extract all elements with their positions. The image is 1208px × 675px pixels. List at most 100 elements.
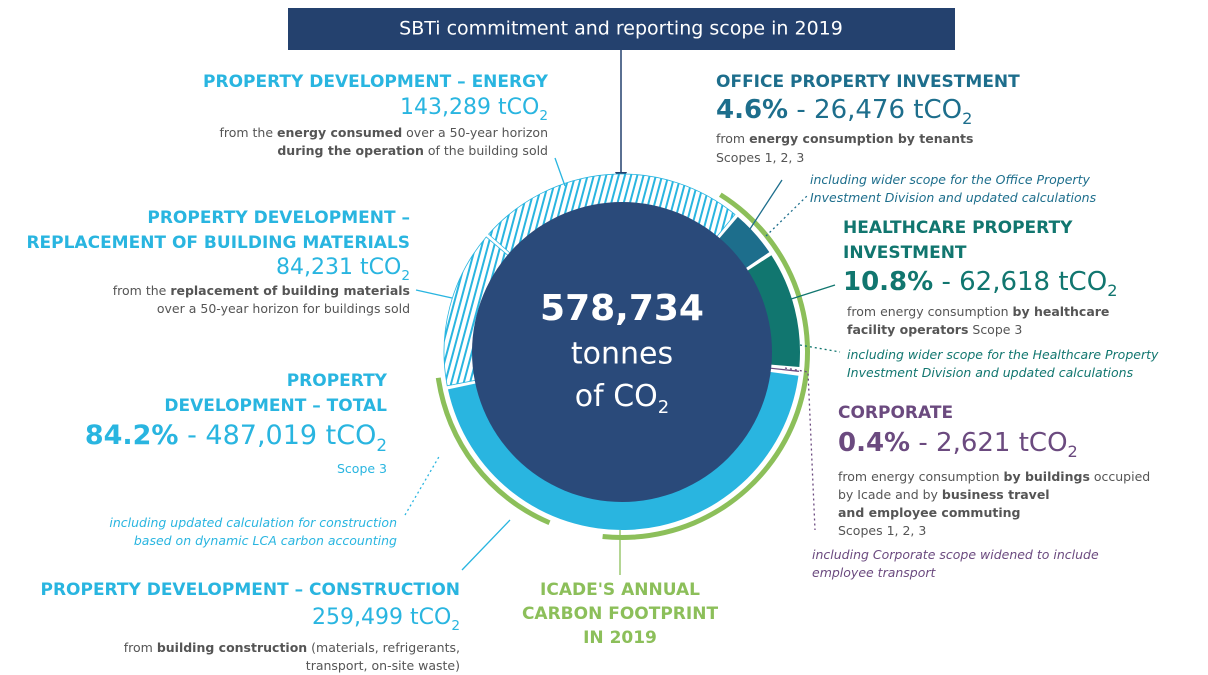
- leader-line: [766, 195, 808, 236]
- text-part: ICADE'S ANNUAL: [540, 580, 700, 600]
- text-line: from energy consumption by healthcare: [847, 304, 1109, 319]
- text-part: PROPERTY DEVELOPMENT –: [147, 208, 410, 228]
- text-line: Scopes 1, 2, 3: [838, 523, 926, 538]
- text-line: HEALTHCARE PROPERTY: [843, 218, 1073, 238]
- text-part: replacement of building materials: [170, 283, 410, 298]
- text-part: over a 50-year horizon for buildings sol…: [157, 301, 410, 316]
- text-line: and employee commuting: [838, 505, 1020, 520]
- text-line: CORPORATE: [838, 403, 953, 423]
- text-line: by Icade and by business travel: [838, 487, 1050, 502]
- text-part: from the: [113, 283, 171, 298]
- text-part: 2,621 tCO: [936, 428, 1068, 458]
- text-part: from: [716, 131, 749, 146]
- text-part: 26,476 tCO: [814, 95, 962, 125]
- text-line: REPLACEMENT OF BUILDING MATERIALS: [26, 233, 410, 253]
- text-line: 84.2% - 487,019 tCO2: [85, 420, 387, 456]
- text-part: PROPERTY DEVELOPMENT – CONSTRUCTION: [40, 580, 460, 600]
- subscript: 2: [658, 397, 669, 418]
- text-part: including Corporate scope widened to inc…: [812, 547, 1099, 562]
- text-part: -: [910, 428, 936, 458]
- text-line: OFFICE PROPERTY INVESTMENT: [716, 72, 1020, 92]
- text-line: from the energy consumed over a 50-year …: [219, 125, 548, 140]
- text-part: INVESTMENT: [843, 243, 967, 263]
- text-part: by healthcare: [1013, 304, 1110, 319]
- leader-line: [405, 455, 440, 515]
- text-part: CORPORATE: [838, 403, 953, 423]
- text-line: Investment Division and updated calculat…: [810, 190, 1097, 205]
- text-part: including updated calculation for constr…: [109, 515, 397, 530]
- text-part: 487,019 tCO: [205, 420, 376, 451]
- text-part: by buildings: [1004, 469, 1090, 484]
- text-part: IN 2019: [583, 628, 657, 648]
- leader-line: [416, 290, 452, 298]
- text-part: transport, on-site waste): [306, 658, 460, 673]
- subscript: 2: [1068, 442, 1078, 461]
- text-line: over a 50-year horizon for buildings sol…: [157, 301, 410, 316]
- subscript: 2: [451, 618, 460, 634]
- text-part: (materials, refrigerants,: [307, 640, 460, 655]
- text-line: 259,499 tCO2: [312, 605, 460, 634]
- text-part: occupied: [1090, 469, 1150, 484]
- text-part: 259,499 tCO: [312, 605, 451, 630]
- text-line: from the replacement of building materia…: [113, 283, 410, 298]
- text-part: PROPERTY: [287, 371, 388, 391]
- text-part: OFFICE PROPERTY INVESTMENT: [716, 72, 1020, 92]
- text-part: energy consumed: [277, 125, 402, 140]
- center-total: 578,734: [540, 288, 704, 329]
- text-line: from energy consumption by buildings occ…: [838, 469, 1150, 484]
- text-part: including wider scope for the Office Pro…: [810, 172, 1090, 187]
- banner: SBTi commitment and reporting scope in 2…: [399, 18, 843, 40]
- text-line: DEVELOPMENT – TOTAL: [164, 396, 387, 416]
- text-line: based on dynamic LCA carbon accounting: [134, 533, 397, 548]
- text-part: from: [124, 640, 157, 655]
- text-part: -: [933, 267, 959, 297]
- text-part: REPLACEMENT OF BUILDING MATERIALS: [26, 233, 410, 253]
- subscript: 2: [962, 109, 972, 128]
- text-part: energy consumption by tenants: [749, 131, 973, 146]
- text-part: -: [178, 420, 205, 451]
- text-part: 4.6%: [716, 95, 788, 125]
- text-part: by Icade and by: [838, 487, 942, 502]
- text-line: Scope 3: [337, 461, 387, 476]
- text-part: including wider scope for the Healthcare…: [847, 347, 1159, 362]
- text-part: and employee commuting: [838, 505, 1020, 520]
- text-line: 4.6% - 26,476 tCO2: [716, 95, 972, 129]
- center-unit-text: of CO: [575, 379, 658, 414]
- text-line: including updated calculation for constr…: [109, 515, 397, 530]
- text-part: CARBON FOOTPRINT: [522, 604, 718, 624]
- text-part: PROPERTY DEVELOPMENT – ENERGY: [203, 72, 549, 92]
- text-part: facility operators: [847, 322, 968, 337]
- donut-segment: [769, 368, 799, 372]
- text-part: Investment Division and updated calculat…: [810, 190, 1097, 205]
- text-part: building construction: [157, 640, 307, 655]
- center-unit: of CO2: [575, 379, 669, 418]
- text-line: PROPERTY DEVELOPMENT – ENERGY: [203, 72, 549, 92]
- text-line: 10.8% - 62,618 tCO2: [843, 267, 1117, 301]
- text-part: Scope 3: [337, 461, 387, 476]
- center-unit: tonnes: [571, 337, 673, 372]
- text-line: transport, on-site waste): [306, 658, 460, 673]
- text-part: 10.8%: [843, 267, 933, 297]
- text-line: employee transport: [812, 565, 937, 580]
- text-part: employee transport: [812, 565, 937, 580]
- text-line: PROPERTY DEVELOPMENT –: [147, 208, 410, 228]
- text-part: business travel: [942, 487, 1050, 502]
- text-line: including wider scope for the Office Pro…: [810, 172, 1090, 187]
- subscript: 2: [539, 108, 548, 124]
- text-part: 0.4%: [838, 428, 910, 458]
- infographic: SBTi commitment and reporting scope in 2…: [0, 0, 1208, 675]
- text-line: from building construction (materials, r…: [124, 640, 460, 655]
- text-line: facility operators Scope 3: [847, 322, 1022, 337]
- leader-line: [555, 158, 565, 186]
- text-line: IN 2019: [583, 628, 657, 648]
- text-part: from energy consumption: [847, 304, 1013, 319]
- text-line: 84,231 tCO2: [276, 255, 410, 284]
- text-part: over a 50-year horizon: [402, 125, 548, 140]
- leader-line: [748, 180, 782, 232]
- text-line: from energy consumption by tenants: [716, 131, 973, 146]
- text-part: Scopes 1, 2, 3: [716, 150, 804, 165]
- text-line: INVESTMENT: [843, 243, 967, 263]
- text-line: Scopes 1, 2, 3: [716, 150, 804, 165]
- text-part: from the: [219, 125, 277, 140]
- text-line: ICADE'S ANNUAL: [540, 580, 700, 600]
